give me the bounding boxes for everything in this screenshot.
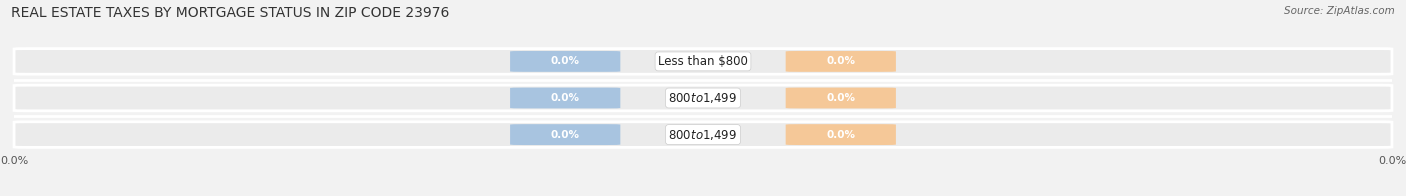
- Text: $800 to $1,499: $800 to $1,499: [668, 128, 738, 142]
- FancyBboxPatch shape: [786, 51, 896, 72]
- FancyBboxPatch shape: [786, 124, 896, 145]
- FancyBboxPatch shape: [14, 85, 1392, 111]
- Text: 0.0%: 0.0%: [827, 56, 855, 66]
- Text: 0.0%: 0.0%: [551, 93, 579, 103]
- FancyBboxPatch shape: [14, 122, 1392, 147]
- FancyBboxPatch shape: [510, 124, 620, 145]
- FancyBboxPatch shape: [786, 88, 896, 108]
- Text: 0.0%: 0.0%: [827, 130, 855, 140]
- FancyBboxPatch shape: [14, 49, 1392, 74]
- FancyBboxPatch shape: [510, 88, 620, 108]
- Text: 0.0%: 0.0%: [551, 130, 579, 140]
- Text: 0.0%: 0.0%: [827, 93, 855, 103]
- Text: Less than $800: Less than $800: [658, 55, 748, 68]
- FancyBboxPatch shape: [510, 51, 620, 72]
- Text: REAL ESTATE TAXES BY MORTGAGE STATUS IN ZIP CODE 23976: REAL ESTATE TAXES BY MORTGAGE STATUS IN …: [11, 6, 450, 20]
- Text: 0.0%: 0.0%: [551, 56, 579, 66]
- Text: Source: ZipAtlas.com: Source: ZipAtlas.com: [1284, 6, 1395, 16]
- Text: $800 to $1,499: $800 to $1,499: [668, 91, 738, 105]
